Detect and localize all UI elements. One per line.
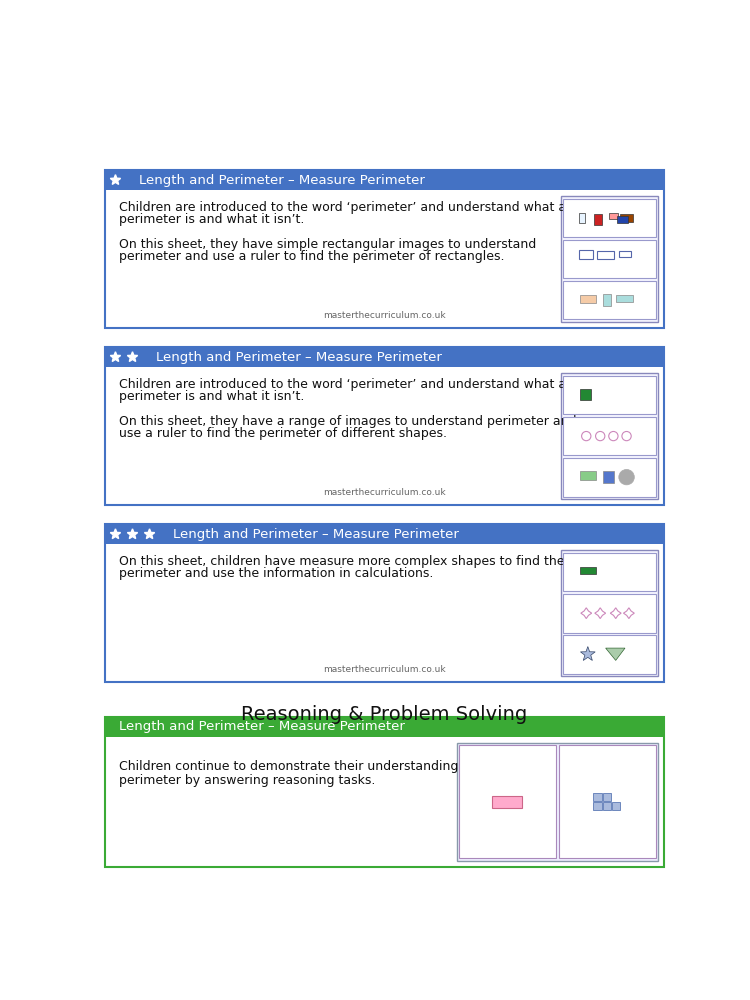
FancyBboxPatch shape [597, 251, 614, 259]
FancyBboxPatch shape [579, 250, 593, 259]
Text: perimeter by answering reasoning tasks.: perimeter by answering reasoning tasks. [118, 774, 375, 787]
FancyBboxPatch shape [563, 458, 656, 497]
Polygon shape [145, 529, 154, 539]
FancyBboxPatch shape [603, 294, 611, 306]
Polygon shape [110, 352, 121, 362]
Polygon shape [606, 648, 625, 660]
FancyBboxPatch shape [594, 214, 602, 225]
FancyBboxPatch shape [593, 793, 602, 801]
Text: On this sheet, children have measure more complex shapes to find the: On this sheet, children have measure mor… [118, 555, 564, 568]
FancyBboxPatch shape [563, 594, 656, 633]
Polygon shape [580, 647, 596, 660]
FancyBboxPatch shape [616, 295, 633, 302]
Text: Length and Perimeter – Measure Perimeter: Length and Perimeter – Measure Perimeter [118, 720, 404, 733]
FancyBboxPatch shape [104, 717, 664, 737]
FancyBboxPatch shape [609, 213, 618, 219]
FancyBboxPatch shape [104, 717, 664, 867]
FancyBboxPatch shape [580, 389, 591, 400]
FancyBboxPatch shape [561, 550, 658, 676]
Text: On this sheet, they have a range of images to understand perimeter and: On this sheet, they have a range of imag… [118, 415, 576, 428]
FancyBboxPatch shape [580, 567, 596, 574]
Text: On this sheet, they have simple rectangular images to understand: On this sheet, they have simple rectangu… [118, 238, 536, 251]
Polygon shape [128, 529, 138, 539]
FancyBboxPatch shape [563, 553, 656, 591]
FancyBboxPatch shape [104, 524, 664, 682]
Text: perimeter and use a ruler to find the perimeter of rectangles.: perimeter and use a ruler to find the pe… [118, 250, 504, 263]
FancyBboxPatch shape [602, 802, 611, 810]
FancyBboxPatch shape [104, 347, 664, 367]
FancyBboxPatch shape [563, 199, 656, 237]
FancyBboxPatch shape [104, 347, 664, 505]
FancyBboxPatch shape [579, 213, 586, 223]
Polygon shape [110, 175, 121, 184]
FancyBboxPatch shape [563, 281, 656, 319]
Polygon shape [110, 529, 121, 539]
Text: masterthecurriculum.co.uk: masterthecurriculum.co.uk [323, 665, 446, 674]
FancyBboxPatch shape [620, 214, 633, 222]
FancyBboxPatch shape [602, 793, 611, 801]
Text: perimeter is and what it isn’t.: perimeter is and what it isn’t. [118, 213, 304, 226]
Text: Children continue to demonstrate their understanding of: Children continue to demonstrate their u… [118, 760, 474, 773]
Text: use a ruler to find the perimeter of different shapes.: use a ruler to find the perimeter of dif… [118, 427, 446, 440]
Text: masterthecurriculum.co.uk: masterthecurriculum.co.uk [323, 488, 446, 497]
Text: Children are introduced to the word ‘perimeter’ and understand what a: Children are introduced to the word ‘per… [118, 378, 566, 391]
Circle shape [619, 469, 634, 485]
Text: Length and Perimeter – Measure Perimeter: Length and Perimeter – Measure Perimeter [156, 351, 442, 364]
FancyBboxPatch shape [493, 796, 522, 808]
FancyBboxPatch shape [104, 170, 664, 328]
FancyBboxPatch shape [104, 170, 664, 190]
FancyBboxPatch shape [563, 417, 656, 455]
FancyBboxPatch shape [561, 196, 658, 322]
FancyBboxPatch shape [580, 471, 596, 480]
FancyBboxPatch shape [617, 216, 628, 223]
FancyBboxPatch shape [563, 240, 656, 278]
Text: Children are introduced to the word ‘perimeter’ and understand what a: Children are introduced to the word ‘per… [118, 201, 566, 214]
Text: Reasoning & Problem Solving: Reasoning & Problem Solving [242, 705, 527, 724]
Text: Length and Perimeter – Measure Perimeter: Length and Perimeter – Measure Perimeter [172, 528, 459, 541]
FancyBboxPatch shape [619, 251, 632, 257]
FancyBboxPatch shape [457, 743, 658, 861]
FancyBboxPatch shape [612, 802, 620, 810]
Text: Length and Perimeter – Measure Perimeter: Length and Perimeter – Measure Perimeter [139, 174, 424, 187]
FancyBboxPatch shape [593, 802, 602, 810]
Text: perimeter is and what it isn’t.: perimeter is and what it isn’t. [118, 390, 304, 403]
Text: masterthecurriculum.co.uk: masterthecurriculum.co.uk [323, 311, 446, 320]
FancyBboxPatch shape [603, 471, 614, 483]
Polygon shape [128, 352, 138, 362]
FancyBboxPatch shape [559, 745, 656, 858]
FancyBboxPatch shape [104, 524, 664, 544]
FancyBboxPatch shape [561, 373, 658, 499]
Text: perimeter and use the information in calculations.: perimeter and use the information in cal… [118, 567, 433, 580]
FancyBboxPatch shape [563, 376, 656, 414]
FancyBboxPatch shape [563, 635, 656, 674]
FancyBboxPatch shape [580, 295, 596, 303]
FancyBboxPatch shape [460, 745, 556, 858]
